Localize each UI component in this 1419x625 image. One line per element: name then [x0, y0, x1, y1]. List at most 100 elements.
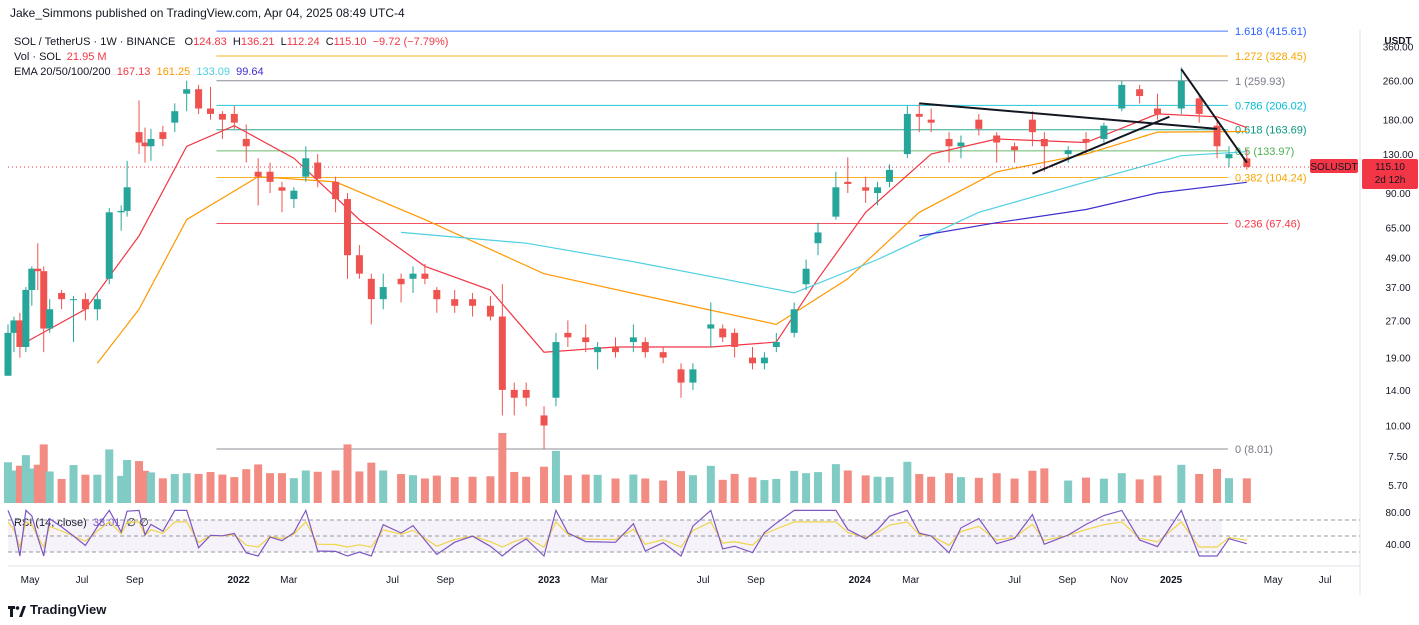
- trendlines[interactable]: [919, 68, 1248, 175]
- candle-body: [582, 337, 590, 343]
- legend-ema-label[interactable]: EMA 20/50/100/200: [14, 66, 111, 78]
- volume-bar: [289, 478, 298, 503]
- x-tick-label: May: [21, 575, 40, 586]
- candle-body: [117, 210, 125, 213]
- volume-bar: [313, 471, 322, 503]
- volume-bar: [117, 475, 126, 503]
- volume-bar: [629, 474, 638, 503]
- rsi-pane: 80.00 40.00: [7, 508, 1411, 558]
- fib-retracement[interactable]: 1.618 (415.61) 1.272 (328.45) 1 (259.93) 0.…: [216, 26, 1307, 456]
- candle-body: [171, 111, 179, 123]
- symbol-tag-text: SOLUSDT: [1310, 162, 1357, 173]
- trendline: [919, 102, 1218, 130]
- volume-bar: [343, 444, 352, 503]
- candle-body: [22, 289, 30, 347]
- candle-body: [159, 132, 167, 139]
- price-tag-countdown: 2d 12h: [1375, 175, 1406, 186]
- x-tick-label: Sep: [1058, 575, 1076, 586]
- y-tick-label: 5.70: [1388, 481, 1408, 492]
- candle-body: [760, 357, 768, 364]
- fib-label: 1 (259.93): [1235, 76, 1285, 88]
- candle-body: [421, 273, 429, 279]
- candle-body: [332, 181, 340, 200]
- volume-bar: [1242, 478, 1251, 503]
- volume-bar: [760, 480, 769, 503]
- candle-body: [278, 187, 286, 191]
- candle-body: [230, 113, 238, 123]
- candle-body: [975, 119, 983, 129]
- volume-bar: [355, 471, 364, 503]
- volume-bar: [218, 474, 227, 503]
- volume-bar: [730, 473, 739, 503]
- legend-volume-row: Vol · SOL 21.95 M: [14, 50, 448, 65]
- volume-bar: [468, 476, 477, 503]
- candle-body: [451, 299, 459, 306]
- candle-body: [1028, 119, 1036, 133]
- legend-ema100: 133.09: [196, 66, 230, 78]
- legend-symbol[interactable]: SOL / TetherUS · 1W · BINANCE: [14, 36, 176, 48]
- volume-bar: [843, 470, 852, 503]
- candle-body: [564, 332, 572, 338]
- volume-bar: [1040, 468, 1049, 503]
- x-tick-label: Sep: [126, 575, 144, 586]
- candle-body: [659, 352, 667, 358]
- candle-body: [731, 332, 739, 347]
- volume-bar: [1099, 478, 1108, 503]
- volume-bar: [379, 470, 388, 503]
- legend-ema-row: EMA 20/50/100/200 167.13 161.25 133.09 9…: [14, 65, 448, 80]
- volume-bar: [540, 466, 549, 503]
- candle-body: [629, 337, 637, 343]
- candle-body: [1040, 138, 1048, 147]
- fib-label: 0.786 (206.02): [1235, 100, 1307, 112]
- volume-bar: [420, 478, 429, 503]
- y-tick-label: 260.00: [1383, 77, 1414, 88]
- y-tick-label: 19.00: [1385, 354, 1410, 365]
- volume-bar: [677, 471, 686, 503]
- tradingview-logo[interactable]: TradingView: [8, 602, 106, 618]
- volume-bar: [266, 473, 275, 503]
- volume-bar: [748, 477, 757, 503]
- fib-label: 0.618 (163.69): [1235, 125, 1307, 137]
- rsi-ma-line: [7, 520, 1247, 550]
- candle-body: [689, 369, 697, 383]
- candle-body: [135, 132, 143, 143]
- candle-body: [498, 316, 506, 390]
- candle-body: [147, 138, 155, 147]
- volume-bar: [409, 475, 418, 503]
- candle-body: [1177, 80, 1185, 109]
- candle-body: [1153, 108, 1161, 114]
- candle-body: [1213, 125, 1221, 147]
- candle-body: [290, 190, 298, 200]
- rsi-line: [7, 508, 1247, 558]
- x-tick-label: Jul: [697, 575, 710, 586]
- legend-ema200: 99.64: [236, 66, 264, 78]
- currency-label: USDT: [1384, 36, 1411, 47]
- volume-bar: [15, 465, 24, 503]
- volume-bar: [170, 474, 179, 503]
- candle-body: [70, 299, 78, 301]
- volume-bar: [641, 478, 650, 503]
- ema100-line: [401, 151, 1247, 294]
- volume-bar: [301, 470, 310, 503]
- candles: [4, 67, 1251, 450]
- candle-body: [10, 320, 18, 333]
- volume-bar: [510, 471, 519, 503]
- volume-bar: [1195, 473, 1204, 503]
- candle-body: [28, 268, 36, 290]
- legend-ema50: 161.25: [156, 66, 191, 78]
- y-tick-label: 14.00: [1385, 386, 1410, 397]
- legend-volume-label[interactable]: Vol · SOL: [14, 51, 61, 63]
- volume-bar: [903, 461, 912, 503]
- volume-bar: [33, 464, 42, 503]
- volume-bar: [885, 477, 894, 503]
- candle-body: [1011, 146, 1019, 151]
- candle-body: [16, 320, 24, 347]
- time-axis[interactable]: May Jul Sep 2022 Mar Jul Sep 2023 Mar Jul Sep 2024 M…: [21, 575, 1332, 586]
- candle-body: [1064, 150, 1072, 155]
- publish-line: Jake_Simmons published on TradingView.co…: [10, 6, 405, 20]
- x-tick-label: Jul: [386, 575, 399, 586]
- candle-body: [802, 268, 810, 285]
- candle-body: [1243, 158, 1251, 167]
